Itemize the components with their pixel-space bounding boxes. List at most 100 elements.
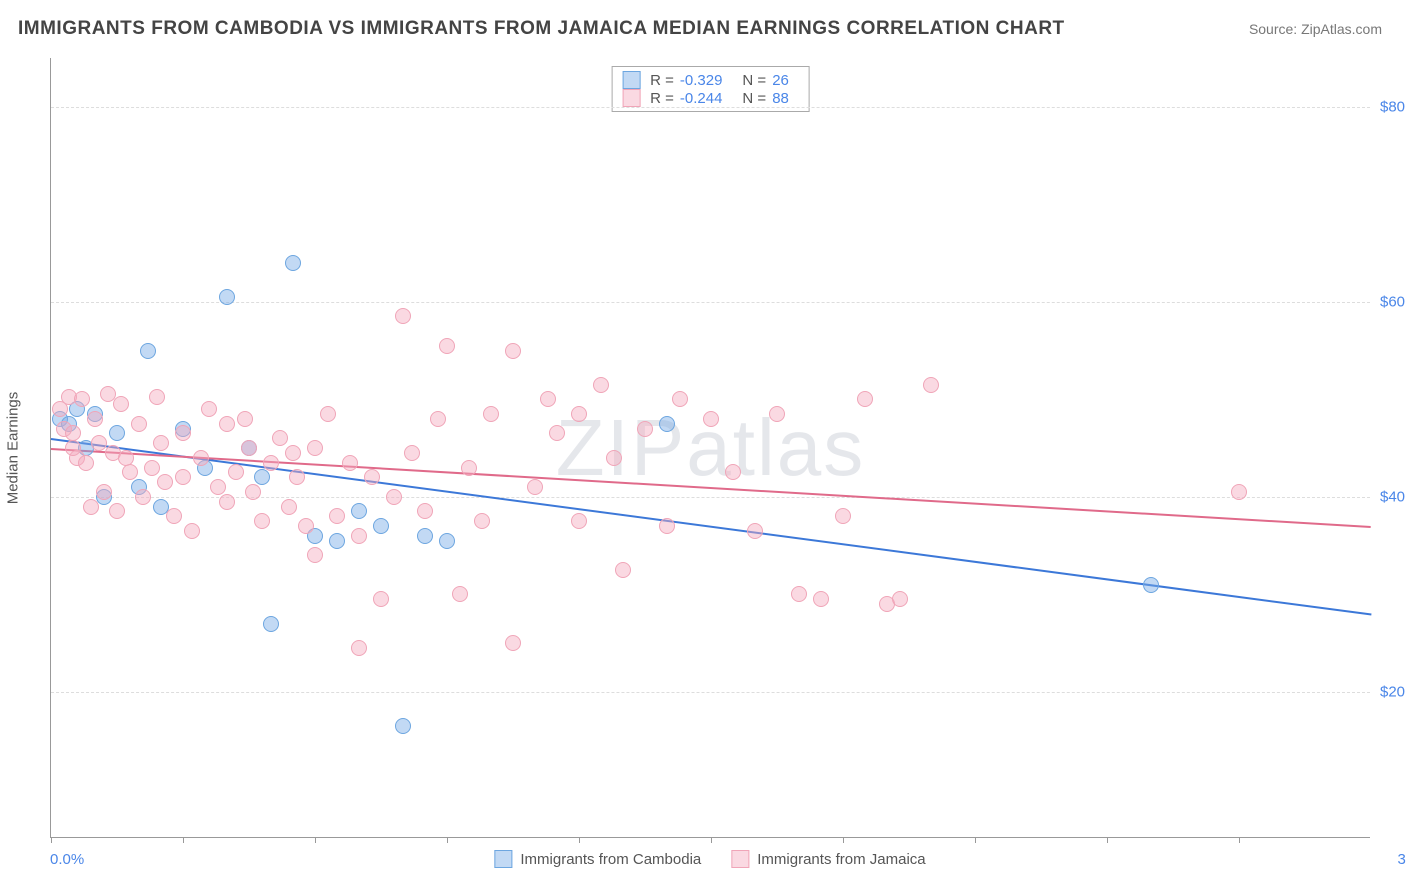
data-point (769, 406, 785, 422)
data-point (439, 533, 455, 549)
data-point (659, 416, 675, 432)
legend-row: R =-0.329N =26 (622, 71, 799, 89)
data-point (153, 435, 169, 451)
data-point (65, 425, 81, 441)
data-point (452, 586, 468, 602)
data-point (725, 464, 741, 480)
data-point (175, 425, 191, 441)
data-point (87, 411, 103, 427)
gridline (51, 692, 1370, 693)
x-tick (579, 837, 580, 843)
data-point (659, 518, 675, 534)
data-point (157, 474, 173, 490)
data-point (857, 391, 873, 407)
series-legend: Immigrants from CambodiaImmigrants from … (494, 850, 925, 868)
data-point (289, 469, 305, 485)
data-point (228, 464, 244, 480)
gridline (51, 302, 1370, 303)
data-point (505, 343, 521, 359)
data-point (175, 469, 191, 485)
legend-item: Immigrants from Jamaica (731, 850, 925, 868)
data-point (149, 389, 165, 405)
x-tick (1107, 837, 1108, 843)
data-point (703, 411, 719, 427)
data-point (351, 528, 367, 544)
data-point (118, 450, 134, 466)
data-point (813, 591, 829, 607)
y-tick-label: $60,000 (1380, 293, 1406, 310)
data-point (131, 416, 147, 432)
data-point (109, 503, 125, 519)
data-point (96, 484, 112, 500)
data-point (254, 469, 270, 485)
data-point (272, 430, 288, 446)
data-point (263, 455, 279, 471)
data-point (835, 508, 851, 524)
data-point (571, 406, 587, 422)
data-point (298, 518, 314, 534)
x-tick (315, 837, 316, 843)
data-point (461, 460, 477, 476)
chart-title: IMMIGRANTS FROM CAMBODIA VS IMMIGRANTS F… (18, 18, 1065, 40)
trend-line (51, 438, 1371, 615)
data-point (201, 401, 217, 417)
data-point (373, 591, 389, 607)
data-point (65, 440, 81, 456)
data-point (219, 416, 235, 432)
data-point (140, 343, 156, 359)
y-axis-label: Median Earnings (5, 391, 22, 504)
data-point (549, 425, 565, 441)
data-point (135, 489, 151, 505)
data-point (263, 616, 279, 632)
data-point (245, 484, 261, 500)
x-axis-max: 30.0% (1397, 851, 1406, 868)
data-point (395, 308, 411, 324)
data-point (285, 445, 301, 461)
data-point (791, 586, 807, 602)
data-point (892, 591, 908, 607)
x-tick (1239, 837, 1240, 843)
data-point (364, 469, 380, 485)
data-point (474, 513, 490, 529)
correlation-legend: R =-0.329N =26R =-0.244N =88 (611, 66, 810, 112)
x-tick (51, 837, 52, 843)
scatter-plot: Median Earnings ZIPatlas R =-0.329N =26R… (50, 58, 1370, 838)
data-point (373, 518, 389, 534)
data-point (395, 718, 411, 734)
x-tick (843, 837, 844, 843)
data-point (1231, 484, 1247, 500)
data-point (74, 391, 90, 407)
data-point (404, 445, 420, 461)
data-point (540, 391, 556, 407)
x-tick (447, 837, 448, 843)
data-point (439, 338, 455, 354)
data-point (593, 377, 609, 393)
data-point (329, 533, 345, 549)
data-point (281, 499, 297, 515)
data-point (219, 289, 235, 305)
data-point (83, 499, 99, 515)
y-tick-label: $40,000 (1380, 488, 1406, 505)
data-point (320, 406, 336, 422)
x-tick (975, 837, 976, 843)
data-point (637, 421, 653, 437)
data-point (923, 377, 939, 393)
y-tick-label: $20,000 (1380, 683, 1406, 700)
data-point (615, 562, 631, 578)
gridline (51, 107, 1370, 108)
data-point (210, 479, 226, 495)
data-point (78, 455, 94, 471)
data-point (122, 464, 138, 480)
data-point (483, 406, 499, 422)
data-point (505, 635, 521, 651)
data-point (571, 513, 587, 529)
data-point (342, 455, 358, 471)
data-point (241, 440, 257, 456)
data-point (285, 255, 301, 271)
x-axis-min: 0.0% (50, 851, 84, 868)
data-point (1143, 577, 1159, 593)
data-point (113, 396, 129, 412)
data-point (747, 523, 763, 539)
data-point (193, 450, 209, 466)
data-point (417, 528, 433, 544)
